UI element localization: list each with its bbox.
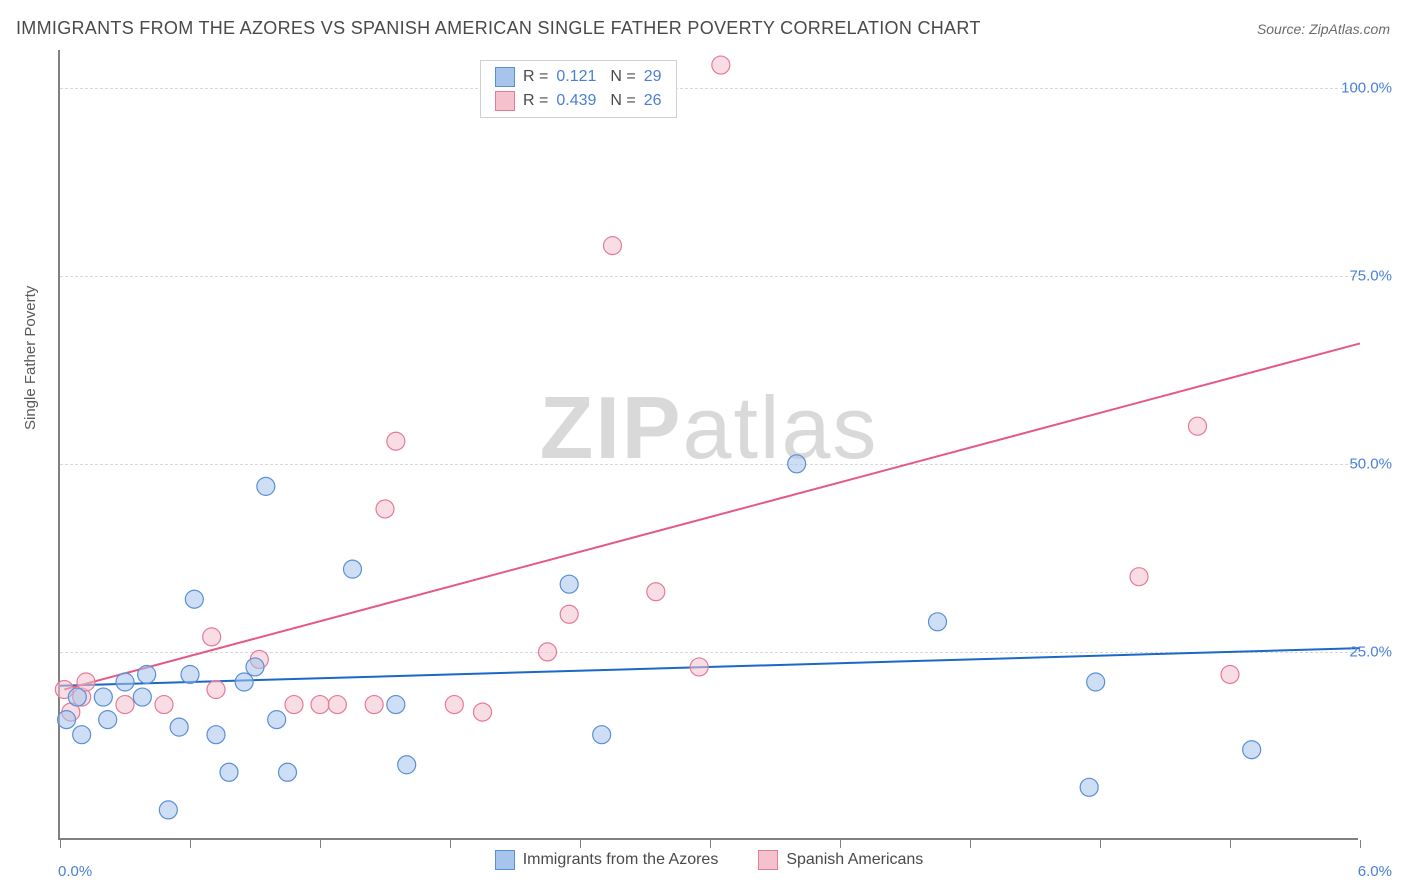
- data-point: [328, 696, 346, 714]
- x-tick-label-min: 0.0%: [58, 863, 92, 880]
- y-tick-label: 50.0%: [1349, 455, 1392, 472]
- scatter-svg: [60, 50, 1358, 838]
- data-point: [185, 590, 203, 608]
- data-point: [94, 688, 112, 706]
- data-point: [311, 696, 329, 714]
- legend-row-spanish: R = 0.439 N = 26: [481, 89, 676, 113]
- data-point: [1189, 417, 1207, 435]
- data-point: [133, 688, 151, 706]
- data-point: [398, 756, 416, 774]
- legend-swatch-azores: [495, 67, 515, 87]
- data-point: [1243, 741, 1261, 759]
- data-point: [235, 673, 253, 691]
- data-point: [73, 726, 91, 744]
- data-point: [279, 763, 297, 781]
- data-point: [138, 665, 156, 683]
- data-point: [474, 703, 492, 721]
- data-point: [268, 711, 286, 729]
- data-point: [387, 696, 405, 714]
- data-point: [604, 237, 622, 255]
- data-point: [155, 696, 173, 714]
- data-point: [539, 643, 557, 661]
- source-attribution: Source: ZipAtlas.com: [1257, 21, 1390, 37]
- data-point: [1221, 665, 1239, 683]
- legend-swatch-azores-bottom: [495, 850, 515, 870]
- data-point: [560, 605, 578, 623]
- data-point: [207, 726, 225, 744]
- legend-swatch-spanish-bottom: [758, 850, 778, 870]
- data-point: [1087, 673, 1105, 691]
- data-point: [181, 665, 199, 683]
- data-point: [220, 763, 238, 781]
- chart-title: IMMIGRANTS FROM THE AZORES VS SPANISH AM…: [16, 18, 981, 39]
- y-tick-label: 25.0%: [1349, 643, 1392, 660]
- data-point: [387, 432, 405, 450]
- data-point: [376, 500, 394, 518]
- data-point: [285, 696, 303, 714]
- data-point: [712, 56, 730, 74]
- data-point: [593, 726, 611, 744]
- data-point: [203, 628, 221, 646]
- data-point: [159, 801, 177, 819]
- data-point: [647, 583, 665, 601]
- data-point: [246, 658, 264, 676]
- data-point: [68, 688, 86, 706]
- series-legend: Immigrants from the Azores Spanish Ameri…: [60, 850, 1358, 870]
- data-point: [116, 696, 134, 714]
- y-axis-label: Single Father Poverty: [22, 286, 39, 430]
- data-point: [560, 575, 578, 593]
- legend-row-azores: R = 0.121 N = 29: [481, 65, 676, 89]
- data-point: [58, 711, 76, 729]
- data-point: [257, 477, 275, 495]
- data-point: [116, 673, 134, 691]
- data-point: [344, 560, 362, 578]
- correlation-legend: R = 0.121 N = 29 R = 0.439 N = 26: [480, 60, 677, 118]
- data-point: [1080, 778, 1098, 796]
- y-tick-label: 100.0%: [1341, 79, 1392, 96]
- data-point: [445, 696, 463, 714]
- data-point: [1130, 568, 1148, 586]
- legend-item-azores: Immigrants from the Azores: [495, 850, 719, 870]
- data-point: [99, 711, 117, 729]
- y-tick-label: 75.0%: [1349, 267, 1392, 284]
- data-point: [929, 613, 947, 631]
- data-point: [207, 681, 225, 699]
- legend-item-spanish: Spanish Americans: [758, 850, 923, 870]
- data-point: [170, 718, 188, 736]
- data-point: [788, 455, 806, 473]
- data-point: [690, 658, 708, 676]
- title-bar: IMMIGRANTS FROM THE AZORES VS SPANISH AM…: [16, 18, 1390, 39]
- legend-swatch-spanish: [495, 91, 515, 111]
- data-point: [365, 696, 383, 714]
- plot-area: ZIPatlas R = 0.121 N = 29 R = 0.439 N = …: [58, 50, 1358, 840]
- trendline: [64, 343, 1360, 689]
- x-tick-label-max: 6.0%: [1358, 863, 1392, 880]
